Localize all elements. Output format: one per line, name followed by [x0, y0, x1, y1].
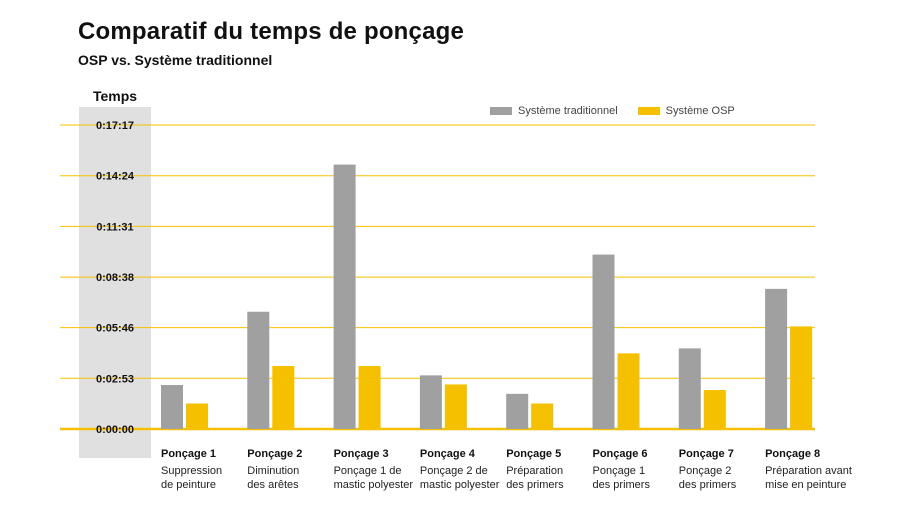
legend-swatch-traditionnel: [490, 107, 512, 115]
category-name: Ponçage 7: [678, 448, 734, 460]
category-description: Diminution des arêtes: [247, 465, 300, 491]
category-label: Ponçage 5 Préparation des primers: [506, 447, 596, 492]
category-name: Ponçage 4: [419, 448, 475, 460]
category-name: Ponçage 8: [765, 448, 821, 460]
category-name: Ponçage 1: [161, 448, 217, 460]
category-label: Ponçage 6 Ponçage 1 des primers: [593, 447, 683, 492]
y-tick-label: 0:05:46: [96, 323, 134, 335]
bar-traditionnel: [678, 348, 701, 429]
category-label: Ponçage 4 Ponçage 2 de mastic polyester: [420, 447, 510, 492]
y-tick-label: 0:14:24: [96, 171, 135, 183]
y-axis-band: [79, 107, 151, 458]
y-tick-label: 0:02:53: [96, 373, 134, 385]
legend-item-osp: Système OSP: [637, 105, 735, 117]
bar-traditionnel: [247, 311, 270, 429]
category-label: Ponçage 8 Préparation avant mise en peint…: [765, 447, 855, 492]
y-tick-label: 0:11:31: [96, 221, 133, 233]
bar-traditionnel: [419, 375, 442, 429]
category-label: Ponçage 1 Suppression de peinture: [161, 447, 251, 492]
category-label: Ponçage 7 Ponçage 2 des primers: [679, 447, 769, 492]
category-description: Suppression de peinture: [161, 465, 223, 491]
legend-label-osp: Système OSP: [665, 105, 735, 117]
y-tick-label: 0:08:38: [96, 272, 134, 284]
bar-osp: [617, 353, 640, 429]
y-tick-label: 0:17:17: [96, 120, 134, 132]
bar-osp: [358, 365, 381, 429]
legend-label-traditionnel: Système traditionnel: [518, 105, 618, 117]
y-axis-title: Temps: [92, 88, 138, 104]
legend-item-traditionnel: Système traditionnel: [490, 105, 618, 117]
bar-traditionnel: [765, 288, 788, 429]
chart-title: Comparatif du temps de ponçage: [78, 18, 465, 45]
category-name: Ponçage 3: [333, 448, 389, 460]
category-description: Préparation des primers: [506, 465, 564, 491]
y-tick-label: 0:00:00: [96, 424, 134, 436]
bar-osp: [703, 390, 726, 429]
bar-osp: [186, 403, 208, 429]
bar-osp: [272, 365, 295, 429]
bar-traditionnel: [592, 254, 615, 429]
category-description: Ponçage 1 des primers: [592, 465, 650, 491]
category-label: Ponçage 2 Diminution des arêtes: [247, 447, 337, 492]
category-name: Ponçage 5: [506, 448, 562, 460]
chart-subtitle: OSP vs. Système traditionnel: [78, 52, 273, 68]
legend: Système traditionnel Système OSP: [490, 105, 735, 117]
bar-traditionnel: [333, 164, 356, 430]
category-description: Préparation avant mise en peinture: [765, 465, 852, 491]
legend-swatch-osp: [637, 107, 660, 115]
bar-traditionnel: [161, 385, 183, 429]
bar-osp: [444, 384, 467, 429]
category-description: Ponçage 1 de mastic polyester: [333, 465, 414, 491]
category-description: Ponçage 2 de mastic polyester: [419, 465, 500, 491]
bar-traditionnel: [506, 393, 529, 429]
bar-osp: [531, 403, 554, 429]
category-name: Ponçage 6: [592, 448, 648, 460]
category-label: Ponçage 3 Ponçage 1 de mastic polyester: [334, 447, 424, 492]
bar-osp: [790, 326, 813, 429]
category-name: Ponçage 2: [247, 448, 303, 460]
category-description: Ponçage 2 des primers: [678, 465, 737, 491]
